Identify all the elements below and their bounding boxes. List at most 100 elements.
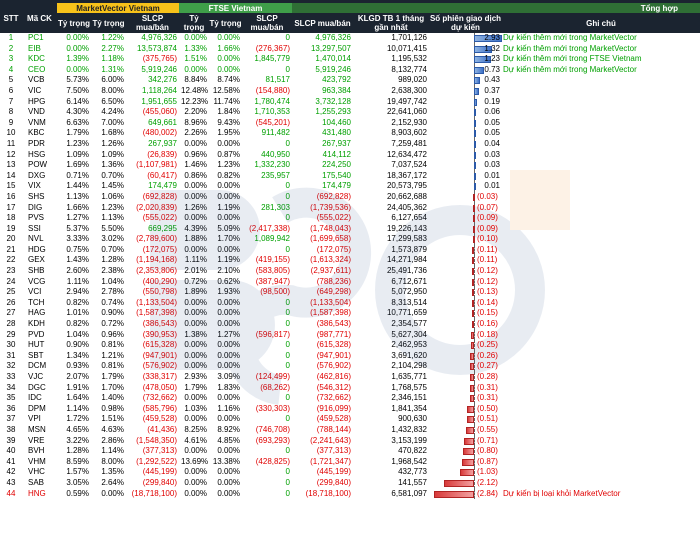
cell-t1: (2,241,643) [310,435,351,445]
cell-f1: 1.88% [184,234,207,244]
cell-f1: 0.00% [184,361,207,371]
cell-stt: 29 [6,329,16,339]
table-row: 44 HNG 0.59% 0.00% (18,718,100) 0.00% 0.00% 0 (1… [0,488,700,500]
table-row: 41 VHM 8.59% 8.00% (1,292,522) 13.69% 13.38% (4… [0,456,700,468]
cell-note [502,160,700,171]
table-row: 5 VCB 5.73% 6.00% 342,276 8.84% 8.74% 81,517 423… [0,75,700,86]
cell-f1: 0.00% [184,340,207,350]
table-row: 24 VCG 1.11% 1.04% (400,290) 0.72% 0.62% (387,9… [0,276,700,288]
cell-stt: 26 [6,297,16,307]
cell-note [502,404,700,415]
bar-axis [474,446,475,457]
cell-t1: (916,099) [316,403,351,413]
cell-t2: 1,635,771 [391,372,427,381]
cell-mv3: (41,436) [147,424,177,434]
cell-mv3: 342,276 [148,75,177,85]
cell-f3: (419,155) [255,255,290,265]
cell-f3: 1,710,353 [254,107,290,117]
cell-stt: 10 [6,128,16,138]
cell-note: Dự kiến thêm mới trong MarketVector [503,64,637,74]
bar-axis [474,435,475,447]
cell-f2: 0.00% [217,191,240,201]
cell-f2: 0.00% [217,33,240,42]
sessions-value: (0.12) [477,266,498,276]
cell-stt: 19 [6,223,16,233]
cell-mv3: (1,107,981) [136,160,177,170]
sessions-value: 0.03 [484,160,500,170]
cell-so-phien: 0.01 [429,181,502,192]
cell-t1: (1,613,324) [310,255,351,265]
sessions-bar [474,77,481,85]
cell-t1: 13,297,507 [310,43,351,53]
cell-t2: 432,773 [398,467,427,477]
cell-ma: VNM [28,117,46,127]
cell-mv1: 5.73% [66,75,89,85]
cell-ma: SHB [28,266,45,276]
cell-note [502,107,700,118]
cell-f2: 1.19% [217,255,240,265]
cell-f1: 0.72% [184,276,207,286]
cell-note: Dự kiến bị loại khỏi MarketVector [503,488,621,498]
cell-so-phien: 0.37 [429,85,502,97]
table-row: 30 HUT 0.90% 0.81% (615,328) 0.00% 0.00% 0 (615,… [0,340,700,351]
cell-note [502,308,700,319]
cell-ma: VCG [28,276,46,286]
cell-so-phien: (0.07) [429,202,502,214]
cell-f1: 4.39% [184,223,207,233]
table-row: 39 VRE 3.22% 2.86% (1,548,350) 4.61% 4.85% (693… [0,435,700,447]
cell-mv2: 4.24% [101,107,124,117]
cell-t1: 414,112 [322,149,351,159]
cell-mv2: 0.70% [101,244,124,254]
sessions-value: 1.32 [484,43,500,53]
table-row: 43 SAB 3.05% 2.64% (299,840) 0.00% 0.00% 0 (299,… [0,477,700,489]
cell-note [502,234,700,245]
cell-f1: 2.26% [184,128,207,138]
cell-so-phien: (0.80) [429,446,502,457]
cell-f3: (387,947) [255,276,290,286]
table-row: 32 DCM 0.93% 0.81% (576,902) 0.00% 0.00% 0 (576,… [0,361,700,372]
cell-t2: 20,662,688 [386,191,427,201]
cell-note [502,319,700,330]
cell-mv2: 6.00% [101,75,124,85]
sessions-value: 0.05 [484,128,500,138]
cell-f2: 0.00% [217,488,240,498]
cell-f1: 0.00% [184,191,207,201]
cell-mv3: (455,060) [142,107,177,117]
sessions-value: (0.10) [477,234,498,244]
cell-f1: 1.03% [184,403,207,413]
sessions-bar [474,119,476,127]
cell-note [502,446,700,457]
cell-f2: 4.85% [217,435,240,445]
header-ftse-ty-trong-2: Tỷ trọng [209,13,242,33]
cell-t2: 900,630 [398,414,427,424]
cell-t1: 174,479 [322,181,351,191]
cell-mv2: 7.00% [101,117,124,127]
sessions-value: (0.71) [477,435,498,445]
cell-mv1: 7.50% [66,85,89,95]
cell-mv2: 1.09% [101,149,124,159]
cell-f2: 0.00% [217,244,240,254]
cell-mv2: 0.74% [101,297,124,307]
sessions-value: (0.14) [477,297,498,307]
cell-so-phien: (0.28) [429,372,502,383]
sessions-bar [474,45,493,53]
cell-f1: 0.00% [184,319,207,329]
cell-ma: DGC [28,382,46,392]
cell-t2: 18,367,172 [386,170,427,180]
cell-t2: 1,768,575 [391,382,427,392]
cell-t2: 6,581,097 [391,488,427,498]
cell-f2: 0.00% [217,361,240,371]
bar-axis [474,424,475,436]
cell-t1: 267,937 [322,138,351,148]
header-so-phien: Số phiên giao dịch dự kiến [429,13,502,33]
cell-so-phien: (0.71) [429,435,502,447]
cell-mv3: (445,199) [142,467,177,477]
cell-t1: (445,199) [316,467,351,477]
cell-mv2: 0.96% [101,329,124,339]
cell-t2: 3,153,199 [391,435,427,445]
bar-axis [474,467,475,478]
cell-t1: (546,312) [316,382,351,392]
table-row: 22 GEX 1.43% 1.28% (1,194,168) 1.11% 1.19% (419… [0,255,700,267]
cell-f1: 1.38% [184,329,207,339]
cell-mv3: (338,317) [142,372,177,381]
